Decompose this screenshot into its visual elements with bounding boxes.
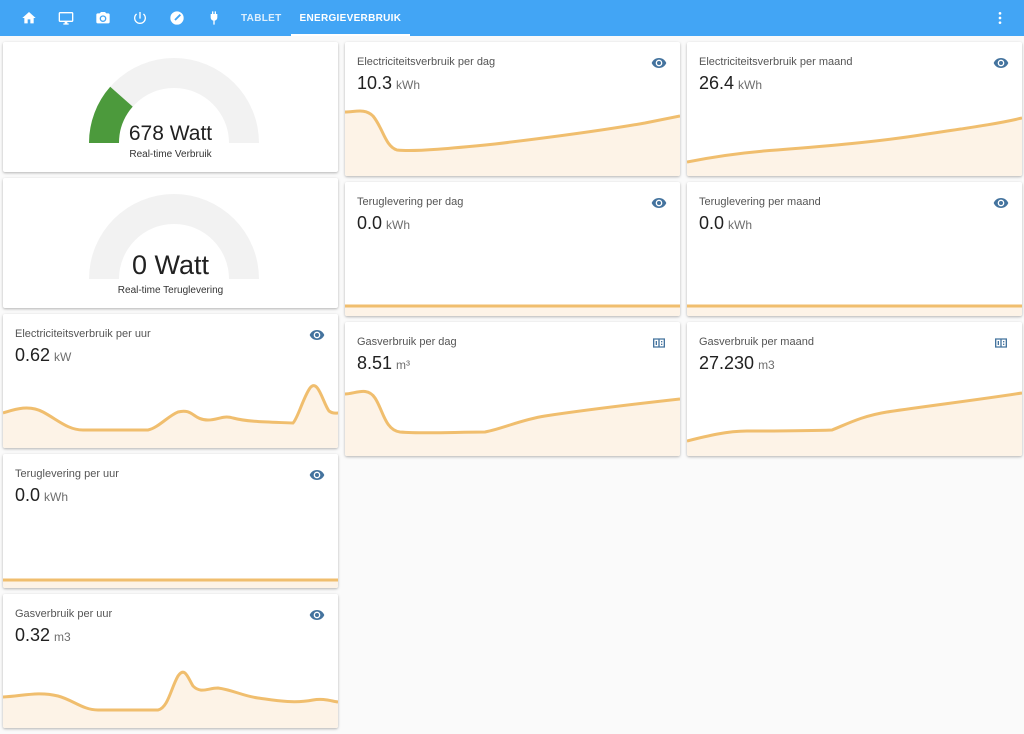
meter-icon[interactable] xyxy=(651,335,667,351)
gauge-card-teruglevering[interactable]: 0 Watt Real-time Teruglevering xyxy=(3,178,338,308)
eye-icon[interactable] xyxy=(309,607,325,623)
card-title: Teruglevering per uur xyxy=(15,468,119,480)
sensor-card-elec-uur[interactable]: Electriciteitsverbruik per uur 0.62 kW xyxy=(3,314,338,448)
sensor-card-gas-dag[interactable]: Gasverbruik per dag 8.51 m³ xyxy=(345,322,680,456)
sparkline xyxy=(3,670,338,728)
sparkline xyxy=(345,304,680,316)
top-app-bar: TABLET ENERGIEVERBRUIK xyxy=(0,0,1024,36)
card-title: Teruglevering per maand xyxy=(699,196,821,208)
monitor-icon[interactable] xyxy=(47,0,84,36)
sparkline-fill xyxy=(345,391,680,456)
sparkline-fill xyxy=(687,306,1022,316)
gauge-track xyxy=(89,194,259,279)
card-title: Electriciteitsverbruik per maand xyxy=(699,56,853,68)
compass-icon[interactable] xyxy=(158,0,195,36)
card-value: 0.0 kWh xyxy=(699,213,753,233)
sensor-card-terug-maand[interactable]: Teruglevering per maand 0.0 kWh xyxy=(687,182,1022,316)
sensor-card-terug-uur[interactable]: Teruglevering per uur 0.0 kWh xyxy=(3,454,338,588)
gauge-value: 678 Watt xyxy=(128,122,213,145)
plug-icon[interactable] xyxy=(195,0,232,36)
sparkline-line xyxy=(3,670,338,712)
sensor-card-gas-uur[interactable]: Gasverbruik per uur 0.32 m3 xyxy=(3,594,338,728)
eye-icon[interactable] xyxy=(651,195,667,211)
eye-icon[interactable] xyxy=(651,55,667,71)
gauge-value: 0 Watt xyxy=(131,250,210,280)
gauge-card-verbruik[interactable]: 678 Watt Real-time Verbruik xyxy=(3,42,338,172)
sparkline xyxy=(687,116,1022,176)
camera-icon[interactable] xyxy=(84,0,121,36)
sparkline-fill xyxy=(345,111,680,176)
card-title: Electriciteitsverbruik per uur xyxy=(15,328,151,340)
card-value: 8.51 m³ xyxy=(357,353,411,373)
gauge-verbruik xyxy=(88,58,259,143)
gauge-track xyxy=(89,58,259,143)
sparkline xyxy=(687,304,1022,316)
card-title: Gasverbruik per uur xyxy=(15,608,113,620)
sparkline xyxy=(687,391,1022,456)
sensor-card-gas-maand[interactable]: Gasverbruik per maand 27.230 m3 xyxy=(687,322,1022,456)
card-title: Electriciteitsverbruik per dag xyxy=(357,56,496,68)
sparkline-fill xyxy=(3,580,338,588)
home-icon[interactable] xyxy=(10,0,47,36)
gauge-label: Real-time Verbruik xyxy=(129,149,212,160)
gauge-teruglevering xyxy=(89,194,259,279)
card-title: Gasverbruik per dag xyxy=(357,336,457,348)
meter-icon[interactable] xyxy=(993,335,1009,351)
card-value: 0.32 m3 xyxy=(15,625,71,645)
card-value: 0.62 kW xyxy=(15,345,72,365)
sparkline-fill xyxy=(345,306,680,316)
card-value: 10.3 kWh xyxy=(357,73,421,93)
eye-icon[interactable] xyxy=(309,467,325,483)
card-value: 26.4 kWh xyxy=(699,73,763,93)
card-value: 0.0 kWh xyxy=(357,213,411,233)
card-title: Gasverbruik per maand xyxy=(699,336,814,348)
sparkline-line xyxy=(3,384,338,432)
sparkline-line xyxy=(687,391,1022,443)
power-icon[interactable] xyxy=(121,0,158,36)
sparkline xyxy=(3,384,338,448)
eye-icon[interactable] xyxy=(309,327,325,343)
card-title: Teruglevering per dag xyxy=(357,196,464,208)
sensor-card-elec-dag[interactable]: Electriciteitsverbruik per dag 10.3 kWh xyxy=(345,42,680,176)
sparkline xyxy=(345,109,680,176)
sparkline-line xyxy=(687,116,1022,164)
sparkline-line xyxy=(345,389,680,435)
sensor-card-terug-dag[interactable]: Teruglevering per dag 0.0 kWh xyxy=(345,182,680,316)
sparkline-fill xyxy=(687,393,1022,456)
eye-icon[interactable] xyxy=(993,195,1009,211)
gauge-label: Real-time Teruglevering xyxy=(117,285,224,296)
sensor-card-elec-maand[interactable]: Electriciteitsverbruik per maand 26.4 kWh xyxy=(687,42,1022,176)
card-value: 27.230 m3 xyxy=(699,353,775,373)
tab-tablet[interactable]: TABLET xyxy=(241,12,282,24)
eye-icon[interactable] xyxy=(993,55,1009,71)
sparkline-line xyxy=(345,109,680,153)
tab-energieverbruik[interactable]: ENERGIEVERBRUIK xyxy=(290,0,411,36)
sparkline xyxy=(3,578,338,588)
gauge-fill xyxy=(88,86,133,143)
sparkline xyxy=(345,389,680,456)
dots-vertical-icon[interactable] xyxy=(990,8,1010,28)
sparkline-fill xyxy=(3,672,338,728)
card-value: 0.0 kWh xyxy=(15,485,69,505)
